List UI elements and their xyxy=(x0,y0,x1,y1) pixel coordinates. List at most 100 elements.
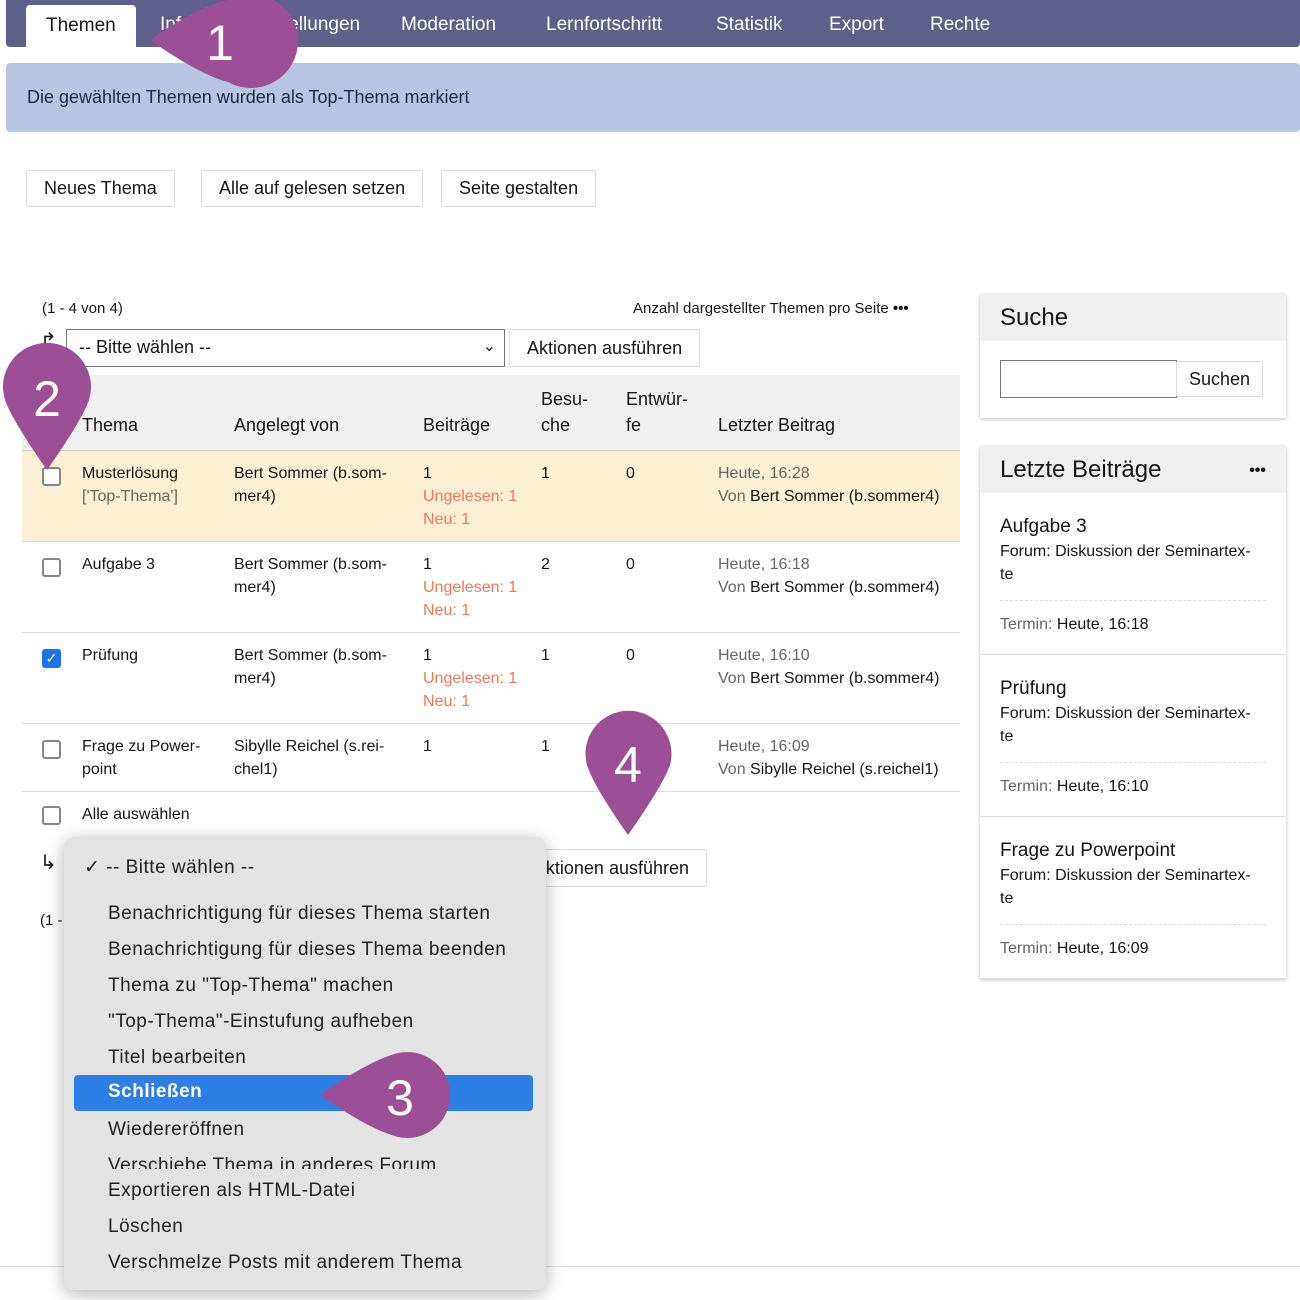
col-drafts[interactable]: Entwür- fe xyxy=(626,389,689,435)
recent-posts-title: Letzte Beiträge ••• xyxy=(980,446,1286,493)
last-post-date[interactable]: Heute, 16:09 xyxy=(718,738,810,755)
menu-option[interactable]: "Top-Thema"-Einstufung aufheben xyxy=(108,1011,414,1032)
menu-option[interactable]: Exportieren als HTML-Datei xyxy=(108,1180,356,1201)
posts-cell: 1 xyxy=(423,735,535,781)
col-thema[interactable]: Thema xyxy=(82,415,139,435)
row-checkbox[interactable] xyxy=(42,467,61,486)
post-title[interactable]: Frage zu Powerpoint xyxy=(1000,840,1176,861)
tab-rechte[interactable]: Rechte xyxy=(930,14,991,35)
mark-all-read-button[interactable]: Alle auf gelesen setzen xyxy=(201,170,424,207)
post-date: Heute, 16:10 xyxy=(1056,778,1149,795)
tab-themen[interactable]: Themen xyxy=(26,5,136,47)
menu-option[interactable]: Benachrichtigung für dieses Thema starte… xyxy=(108,903,491,924)
menu-option[interactable]: Benachrichtigung für dieses Thema beende… xyxy=(108,939,507,960)
action-select[interactable]: -- Bitte wählen -- ⌄ xyxy=(66,329,505,367)
footer-divider xyxy=(0,1266,1300,1267)
marker-3-label: 3 xyxy=(386,1070,414,1126)
menu-option[interactable]: Verschmelze Posts mit anderem Thema xyxy=(108,1252,463,1273)
menu-option-default[interactable]: ✓ -- Bitte wählen -- xyxy=(84,856,255,879)
recent-post-item[interactable]: Frage zu Powerpoint Forum: Diskussion der… xyxy=(980,817,1286,979)
menu-option[interactable]: Schließen xyxy=(74,1075,533,1111)
row-checkbox[interactable]: ✓ xyxy=(42,649,61,668)
col-author[interactable]: Angelegt von xyxy=(234,415,340,435)
execute-actions-button[interactable]: Aktionen ausführen xyxy=(509,329,701,367)
menu-option[interactable]: Thema zu "Top-Thema" machen xyxy=(108,975,394,996)
table-row: Frage zu Power- point Sibylle Reichel (s… xyxy=(22,724,960,792)
new-topic-button[interactable]: Neues Thema xyxy=(26,170,175,207)
topic-link[interactable]: Frage zu Power- point xyxy=(82,738,201,778)
marker-4-label: 4 xyxy=(614,737,642,793)
per-page-text: Anzahl dargestellter Themen pro Seite xyxy=(633,300,889,317)
topic-cell[interactable]: Aufgabe 3 xyxy=(82,553,227,576)
bottom-range-label: (1 - xyxy=(40,912,63,929)
new-count: Neu: 1 xyxy=(423,511,471,528)
action-dropdown-menu: ✓ -- Bitte wählen -- Benachrichtigung fü… xyxy=(64,837,546,1290)
posts-count: 1 xyxy=(423,738,432,755)
unread-count: Ungelesen: 1 xyxy=(423,579,518,596)
row-checkbox[interactable] xyxy=(42,558,61,577)
menu-option-label: -- Bitte wählen -- xyxy=(106,857,255,878)
post-date-line: Termin: Heute, 16:18 xyxy=(1000,600,1266,636)
post-title[interactable]: Aufgabe 3 xyxy=(1000,516,1087,537)
last-post-date[interactable]: Heute, 16:18 xyxy=(718,556,810,573)
ellipsis-icon[interactable]: ••• xyxy=(892,300,909,317)
last-post-user: Sibylle Reichel (s.reichel1) xyxy=(750,761,939,778)
post-title[interactable]: Prüfung xyxy=(1000,678,1067,699)
table-row: Aufgabe 3 Bert Sommer (b.som- mer4) 1 Ung… xyxy=(22,542,960,633)
ellipsis-icon[interactable]: ••• xyxy=(1249,462,1266,479)
tab-export[interactable]: Export xyxy=(829,14,884,35)
col-visits[interactable]: Besu- che xyxy=(541,389,589,435)
topic-link[interactable]: Prüfung xyxy=(82,647,139,664)
topic-cell[interactable]: Musterlösung ['Top-Thema'] xyxy=(82,462,227,508)
recent-posts-panel: Letzte Beiträge ••• Aufgabe 3 Forum: Disku… xyxy=(980,446,1286,979)
checkmark-icon: ✓ xyxy=(84,857,101,878)
col-last-post[interactable]: Letzter Beitrag xyxy=(718,415,836,435)
tab-lernfortschritt[interactable]: Lernfortschritt xyxy=(546,14,663,35)
design-page-button[interactable]: Seite gestalten xyxy=(441,170,597,207)
select-all-checkbox[interactable] xyxy=(42,806,61,825)
recent-post-item[interactable]: Aufgabe 3 Forum: Diskussion der Seminarte… xyxy=(980,493,1286,655)
menu-option[interactable]: Wiedereröffnen xyxy=(108,1119,245,1140)
visits-cell: 1 xyxy=(541,465,550,482)
col-posts[interactable]: Beiträge xyxy=(423,415,491,435)
unread-count: Ungelesen: 1 xyxy=(423,488,518,505)
action-select-value: -- Bitte wählen -- xyxy=(79,337,212,357)
select-all-label: Alle auswählen xyxy=(82,806,190,823)
topic-tag: ['Top-Thema'] xyxy=(82,488,178,505)
last-post-cell: Heute, 16:10 Von Bert Sommer (b.sommer4) xyxy=(718,644,939,690)
tab-statistik[interactable]: Statistik xyxy=(716,14,783,35)
post-forum: Forum: Diskussion der Seminartex- te xyxy=(1000,543,1251,583)
search-button[interactable]: Suchen xyxy=(1176,361,1264,397)
drafts-cell: 0 xyxy=(626,556,635,573)
visits-cell: 1 xyxy=(541,647,550,664)
topic-link[interactable]: Aufgabe 3 xyxy=(82,556,155,573)
topic-cell[interactable]: Frage zu Power- point xyxy=(82,735,227,781)
marker-1-label: 1 xyxy=(206,15,234,71)
visits-cell: 2 xyxy=(541,556,550,573)
arrow-turn-down-icon: ↳ xyxy=(40,852,57,874)
tab-moderation[interactable]: Moderation xyxy=(401,14,497,35)
menu-option[interactable]: Titel bearbeiten xyxy=(108,1047,247,1068)
per-page-label[interactable]: Anzahl dargestellter Themen pro Seite ••… xyxy=(633,300,909,317)
topic-cell[interactable]: Prüfung xyxy=(82,644,227,667)
last-post-cell: Heute, 16:18 Von Bert Sommer (b.sommer4) xyxy=(718,553,939,599)
last-post-date[interactable]: Heute, 16:10 xyxy=(718,647,810,664)
last-post-cell: Heute, 16:28 Von Bert Sommer (b.sommer4) xyxy=(718,462,939,508)
search-title: Suche xyxy=(980,294,1286,341)
post-forum: Forum: Diskussion der Seminartex- te xyxy=(1000,705,1251,745)
post-forum: Forum: Diskussion der Seminartex- te xyxy=(1000,867,1251,907)
topic-link[interactable]: Musterlösung xyxy=(82,465,179,482)
table-row: Musterlösung ['Top-Thema'] Bert Sommer (b… xyxy=(22,451,960,542)
post-date-line: Termin: Heute, 16:10 xyxy=(1000,762,1266,798)
post-date-line: Termin: Heute, 16:09 xyxy=(1000,924,1266,960)
posts-cell: 1 Ungelesen: 1 Neu: 1 xyxy=(423,644,535,713)
last-post-date[interactable]: Heute, 16:28 xyxy=(718,465,810,482)
menu-option[interactable]: Löschen xyxy=(108,1216,184,1237)
menu-option[interactable]: Verschiebe Thema in anderes Forum xyxy=(108,1155,437,1169)
recent-post-item[interactable]: Prüfung Forum: Diskussion der Seminartex-… xyxy=(980,655,1286,817)
new-count: Neu: 1 xyxy=(423,693,471,710)
posts-count: 1 xyxy=(423,556,432,573)
row-checkbox[interactable] xyxy=(42,740,61,759)
marker-2 xyxy=(3,342,92,470)
